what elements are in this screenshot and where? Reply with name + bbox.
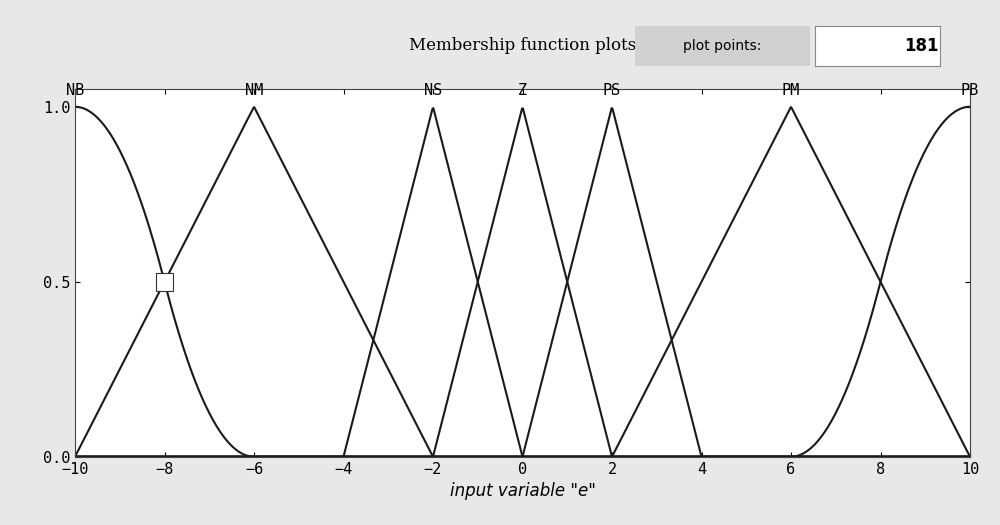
Text: NB: NB — [66, 83, 84, 98]
Text: NM: NM — [245, 83, 263, 98]
Title: Membership function plots: Membership function plots — [409, 37, 636, 55]
Text: NS: NS — [424, 83, 442, 98]
Text: Z: Z — [518, 83, 527, 98]
FancyBboxPatch shape — [156, 273, 173, 290]
Text: 181: 181 — [904, 37, 939, 55]
Text: PB: PB — [961, 83, 979, 98]
X-axis label: input variable "e": input variable "e" — [450, 482, 595, 500]
Text: PM: PM — [782, 83, 800, 98]
Text: PS: PS — [603, 83, 621, 98]
Text: plot points:: plot points: — [683, 39, 762, 53]
